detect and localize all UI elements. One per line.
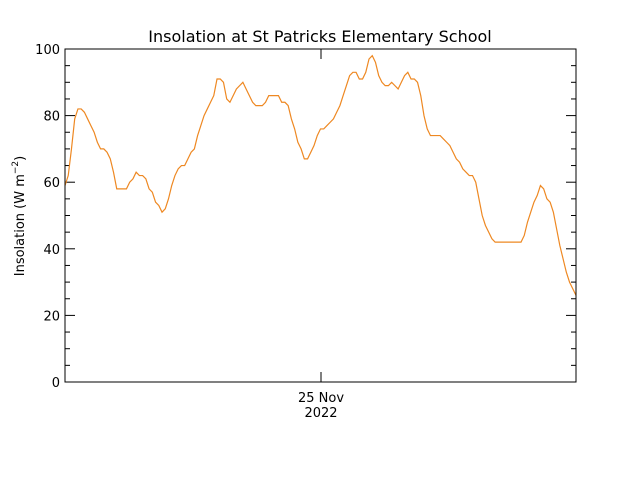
y-tick-label: 100 (35, 43, 60, 58)
y-axis-label-exponent: −2 (11, 161, 21, 174)
svg-text:Insolation (W m−2): Insolation (W m−2) (11, 156, 28, 277)
y-tick-label: 0 (52, 376, 60, 391)
series-line (64, 54, 577, 296)
y-axis-label: Insolation (W m−2) (11, 156, 28, 277)
x-tick-label-date: 25 Nov (298, 391, 344, 406)
x-tick-label-year: 2022 (304, 406, 337, 421)
chart-title: Insolation at St Patricks Elementary Sch… (148, 27, 491, 46)
y-tick-label: 80 (43, 110, 60, 125)
y-tick-label: 20 (43, 309, 60, 324)
y-axis-label-text: Insolation (W m (13, 174, 28, 276)
y-tick-label: 60 (43, 176, 60, 191)
plot-frame (64, 48, 577, 383)
y-axis-label-close: ) (13, 156, 28, 161)
y-tick-label: 40 (43, 243, 60, 258)
y-axis-ticks: 0 20 40 60 80 100 (35, 43, 576, 391)
